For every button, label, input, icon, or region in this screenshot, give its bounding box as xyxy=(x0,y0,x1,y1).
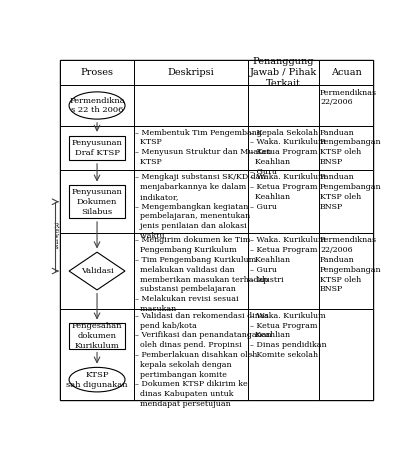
Text: Validasi: Validasi xyxy=(81,267,113,275)
Bar xyxy=(60,126,134,170)
Text: Panduan
Pengembangan
KTSP oleh
BNSP: Panduan Pengembangan KTSP oleh BNSP xyxy=(320,173,382,211)
Text: – Kepala Sekolah
– Waka. Kurikulum
– Ketua Program
  Keahlian
– Guru: – Kepala Sekolah – Waka. Kurikulum – Ket… xyxy=(249,128,326,176)
Text: e: e xyxy=(54,227,58,235)
Bar xyxy=(248,233,318,309)
Bar xyxy=(248,170,318,233)
Bar xyxy=(248,85,318,126)
Text: – Mengkaji substansi SK/KD dan
  menjabarkannya ke dalam
  indikator,
– Mengemba: – Mengkaji substansi SK/KD dan menjabark… xyxy=(135,173,266,240)
Text: – Mengirim dokumen ke Tim
  Pengembang Kurikulum
– Tim Pengembang Kurikulum
  me: – Mengirim dokumen ke Tim Pengembang Kur… xyxy=(135,237,269,313)
Bar xyxy=(248,309,318,400)
Bar xyxy=(69,323,125,349)
Text: Penyusunan
Draf KTSP: Penyusunan Draf KTSP xyxy=(71,139,123,157)
Bar xyxy=(134,233,248,309)
Text: Acuan: Acuan xyxy=(331,68,361,77)
Bar xyxy=(134,309,248,400)
Bar xyxy=(60,309,134,400)
Text: – Validasi dan rekomendasi dinas
  pend kab/kota
– Verifikasi dan penandatangana: – Validasi dan rekomendasi dinas pend ka… xyxy=(135,312,272,408)
Bar xyxy=(60,233,134,309)
Text: Penanggung
Jawab / Pihak
Terkait: Penanggung Jawab / Pihak Terkait xyxy=(250,57,317,88)
Ellipse shape xyxy=(69,92,125,119)
Bar xyxy=(134,85,248,126)
Text: KTSP
sah digunakan: KTSP sah digunakan xyxy=(66,371,128,389)
Text: R: R xyxy=(54,222,59,230)
Bar xyxy=(134,170,248,233)
Text: – Waka. Kurikulum
– Ketua Program
  Keahlian
– Guru: – Waka. Kurikulum – Ketua Program Keahli… xyxy=(249,173,326,211)
Text: i: i xyxy=(55,238,58,246)
Bar xyxy=(318,170,373,233)
Ellipse shape xyxy=(69,367,125,392)
Bar xyxy=(60,85,134,126)
Bar xyxy=(60,170,134,233)
Text: Pengesahan
dokumen
Kurikulum: Pengesahan dokumen Kurikulum xyxy=(72,322,122,350)
Text: Penyusunan
Dokumen
Silabus: Penyusunan Dokumen Silabus xyxy=(71,188,123,216)
Text: v: v xyxy=(54,232,58,240)
Text: – Membentuk Tim Pengembang
  KTSP
– Menyusun Struktur dan Muatan
  KTSP: – Membentuk Tim Pengembang KTSP – Menyus… xyxy=(135,128,272,166)
Text: Permendiknas
22/2006
Panduan
Pengembangan
KTSP oleh
BNSP: Permendiknas 22/2006 Panduan Pengembanga… xyxy=(320,237,382,293)
Text: Panduan
Pengembangan
KTSP oleh
BNSP: Panduan Pengembangan KTSP oleh BNSP xyxy=(320,128,382,166)
Bar xyxy=(318,309,373,400)
Text: Permendiknas
22/2006: Permendiknas 22/2006 xyxy=(320,89,377,106)
Bar xyxy=(134,60,248,85)
Bar xyxy=(248,126,318,170)
Bar xyxy=(60,60,134,85)
Text: s: s xyxy=(55,243,58,251)
Bar xyxy=(318,126,373,170)
Text: Deskripsi: Deskripsi xyxy=(168,68,214,77)
Text: Permendikna
s 22 th 2006: Permendikna s 22 th 2006 xyxy=(69,97,125,115)
Text: – Waka. Kurikulum
– Ketua Program
  Keahlian
– Dinas pendidikan
– Komite sekolah: – Waka. Kurikulum – Ketua Program Keahli… xyxy=(249,312,326,359)
Bar xyxy=(69,135,125,160)
Bar xyxy=(318,60,373,85)
Bar xyxy=(318,233,373,309)
Bar xyxy=(69,185,125,218)
Bar xyxy=(318,85,373,126)
Bar xyxy=(248,60,318,85)
Bar xyxy=(134,126,248,170)
Polygon shape xyxy=(69,252,125,290)
Text: Proses: Proses xyxy=(81,68,113,77)
Text: – Waka. Kurikulum
– Ketua Program
  Keahlian
– Guru
– Idustri: – Waka. Kurikulum – Ketua Program Keahli… xyxy=(249,237,326,284)
